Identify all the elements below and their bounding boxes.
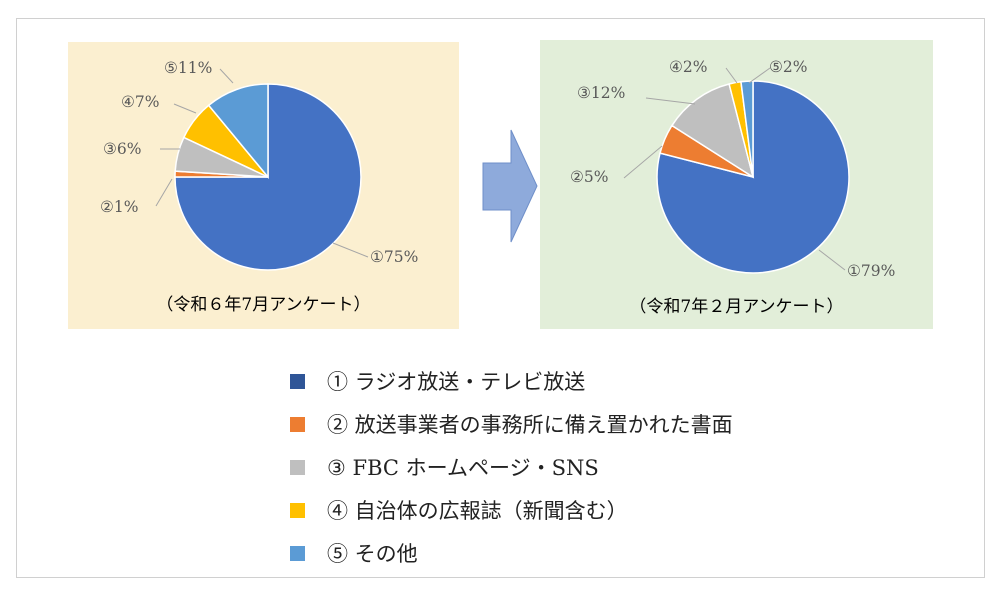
pie-chart-2024-panel: ①75% ②1% ③6% ④7% ⑤11% （令和６年7月アンケート） [68,42,459,329]
legend-item-1: ① ラジオ放送・テレビ放送 [290,366,585,396]
pie-slice-3 [670,83,755,179]
data-label: ③6% [103,140,142,158]
legend-label: ③ FBC ホームページ・SNS [327,456,599,480]
legend-swatch [290,416,305,432]
pie-slice-1 [656,80,850,274]
leader-line [173,103,197,114]
legend-swatch [290,459,305,475]
leader-line [219,68,234,84]
data-label: ①75% [370,248,418,266]
legend-item-4: ④ 自治体の広報誌（新聞含む） [290,495,628,525]
leader-line [155,178,173,207]
leader-line [725,67,738,84]
pie-slice-5 [207,83,269,180]
legend-label: ① ラジオ放送・テレビ放送 [327,370,586,394]
leader-line [748,67,771,84]
data-label: ④7% [121,93,160,111]
legend-item-2: ② 放送事業者の事務所に備え置かれた書面 [290,409,733,439]
data-label: ④2% [669,58,708,76]
legend-swatch [290,545,305,561]
pie-slice-5 [740,80,754,178]
pie-chart-2025: ①79% ②5% ③12% ④2% ⑤2% （令和7年２月アンケート） [540,40,933,329]
leader-line [645,97,696,105]
data-label: ⑤11% [164,59,212,77]
legend-item-5: ⑤ その他 [290,538,418,568]
legend-label: ⑤ その他 [327,542,418,566]
legend-label: ④ 自治体の広報誌（新聞含む） [327,499,628,523]
right-arrow-icon [482,129,538,243]
data-label: ③12% [577,84,625,102]
pie-slice-1 [174,83,362,271]
data-label: ①79% [847,262,895,280]
pie-chart-2024: ①75% ②1% ③6% ④7%⑤11% （令和６年7月アンケート） [68,42,459,329]
leader-line [623,145,663,179]
pie-chart-2025-panel: ①79% ②5% ③12% ④2% ⑤2% （令和7年２月アンケート） [540,40,933,329]
data-label: ②1% [100,198,139,216]
chart-title: （令和６年7月アンケート） [156,295,370,315]
leader-line [818,249,846,271]
chart-title: （令和7年２月アンケート） [629,297,843,317]
legend-swatch [290,502,305,518]
legend-label: ② 放送事業者の事務所に備え置かれた書面 [327,413,733,437]
legend-swatch [290,373,305,389]
legend-item-3: ③ FBC ホームページ・SNS [290,452,599,482]
leader-line [332,242,369,258]
data-label: ⑤2% [769,58,808,76]
data-label: ②5% [570,168,609,186]
